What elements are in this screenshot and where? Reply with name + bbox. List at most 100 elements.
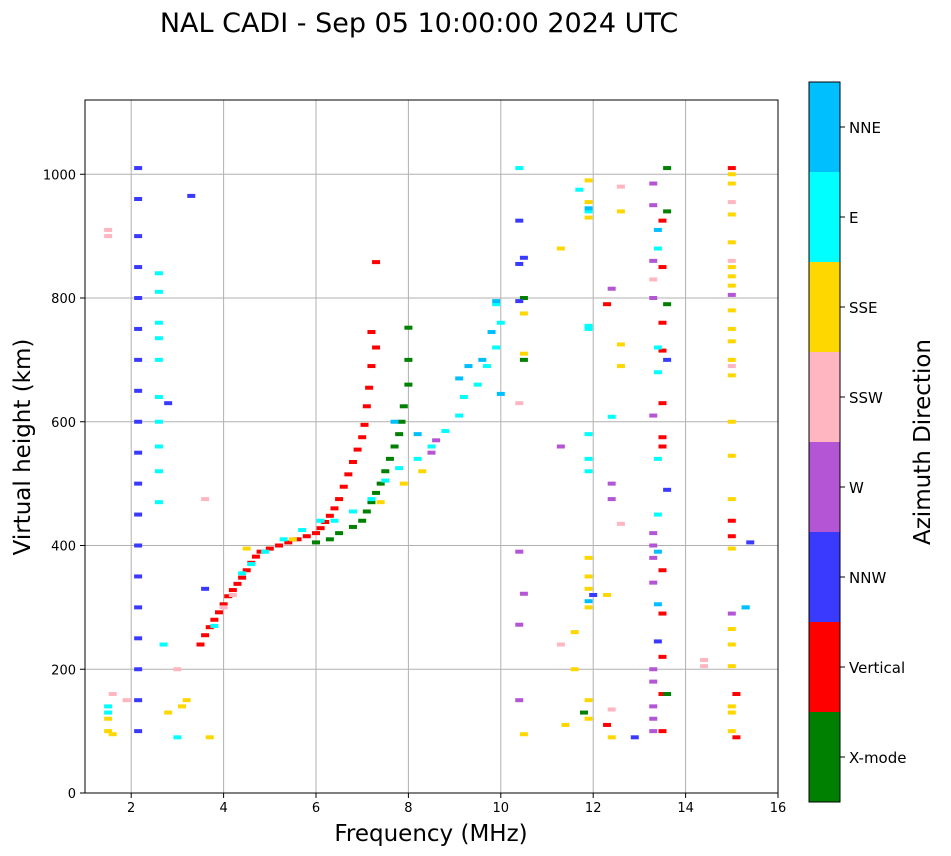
data-point-vertical (727, 518, 736, 523)
y-axis-label: Virtual height (km) (10, 339, 36, 556)
data-point-vertical (658, 568, 667, 573)
data-point-vertical (367, 330, 376, 335)
data-point-vertical (302, 534, 311, 539)
data-point-e (154, 289, 163, 294)
data-point-nnw (515, 218, 524, 223)
data-point-x-mode (348, 524, 357, 529)
data-point-e (173, 735, 182, 740)
data-point-sse (727, 172, 736, 177)
data-point-sse (584, 605, 593, 610)
colorbar-segment-w (809, 442, 840, 532)
colorbar-tick-label: SSE (849, 299, 878, 317)
data-point-nnw (746, 540, 755, 545)
data-point-ssw (104, 234, 113, 239)
data-point-vertical (316, 526, 325, 531)
data-point-e (104, 710, 113, 715)
data-point-x-mode (397, 419, 406, 424)
data-point-sse (570, 630, 579, 635)
data-point-sse (616, 342, 625, 347)
data-point-sse (584, 200, 593, 205)
data-point-vertical (367, 364, 376, 369)
data-point-e (367, 497, 376, 502)
colorbar-tick-label: Vertical (849, 659, 905, 677)
data-point-w (649, 531, 658, 536)
data-point-w (649, 667, 658, 672)
data-point-nnw (201, 586, 210, 591)
data-point-sse (584, 574, 593, 579)
data-point-x-mode (404, 325, 413, 330)
colorbar-segment-nne (809, 82, 840, 172)
data-point-nnw (187, 193, 196, 198)
data-point-sse (561, 722, 570, 727)
data-point-sse (519, 351, 528, 356)
data-point-vertical (658, 654, 667, 659)
data-point-vertical (603, 722, 612, 727)
data-point-ssw (104, 227, 113, 232)
data-point-sse (727, 181, 736, 186)
y-tick-label: 400 (51, 540, 76, 555)
data-point-e (154, 271, 163, 276)
data-point-x-mode (376, 481, 385, 486)
data-point-nne (487, 330, 496, 335)
data-point-vertical (219, 602, 228, 607)
colorbar-segment-sse (809, 262, 840, 352)
data-point-sse (288, 537, 297, 542)
data-point-nne (390, 419, 399, 424)
data-point-e (653, 456, 662, 461)
data-point-sse (727, 453, 736, 458)
data-point-e (279, 537, 288, 542)
data-point-sse (603, 593, 612, 597)
data-point-nnw (653, 639, 662, 644)
data-point-nne (455, 376, 464, 381)
data-point-w (649, 181, 658, 186)
data-point-e (154, 395, 163, 399)
data-point-sse (104, 729, 113, 734)
data-point-vertical (372, 260, 381, 265)
data-point-nne (741, 605, 750, 610)
data-point-nnw (134, 481, 143, 486)
x-axis-ticks: 2 4 6 8 10 12 14 16 (127, 793, 786, 816)
data-point-vertical (214, 610, 223, 615)
data-point-e (584, 469, 593, 474)
data-point-vertical (344, 472, 353, 477)
data-point-vertical (658, 729, 667, 734)
x-tick-label: 16 (770, 801, 787, 816)
data-point-nnw (134, 197, 143, 201)
data-point-x-mode (663, 166, 672, 171)
data-point-x-mode (381, 469, 390, 474)
data-point-e (210, 623, 219, 628)
plot-frame (84, 99, 779, 794)
data-point-e (395, 466, 404, 471)
data-point-nnw (134, 450, 143, 455)
data-point-w (649, 679, 658, 684)
data-point-vertical (348, 459, 357, 464)
data-point-e (653, 345, 662, 350)
data-point-e (348, 509, 357, 514)
data-point-sse (570, 667, 579, 672)
data-point-x-mode (399, 404, 408, 409)
data-point-e (584, 323, 593, 328)
data-point-vertical (727, 534, 736, 539)
data-point-x-mode (390, 444, 399, 449)
x-tick-label: 14 (677, 801, 694, 816)
data-point-vertical (727, 166, 736, 171)
data-point-vertical (658, 218, 667, 223)
data-point-sse (584, 215, 593, 220)
data-point-w (649, 258, 658, 263)
data-point-ssw (616, 184, 625, 189)
data-point-x-mode (404, 382, 413, 387)
data-point-sse (727, 373, 736, 378)
data-point-nnw (134, 419, 143, 424)
colorbar-tick-label: W (849, 479, 864, 497)
data-point-e (247, 562, 256, 567)
data-point-w (649, 203, 658, 208)
data-point-nnw (134, 265, 143, 270)
data-point-e (473, 382, 482, 387)
x-tick-label: 12 (585, 801, 602, 816)
data-point-vertical (224, 594, 233, 599)
data-point-e (261, 549, 270, 554)
data-point-vertical (658, 692, 667, 696)
data-point-x-mode (372, 490, 381, 495)
colorbar-tick-label: X-mode (849, 749, 906, 767)
